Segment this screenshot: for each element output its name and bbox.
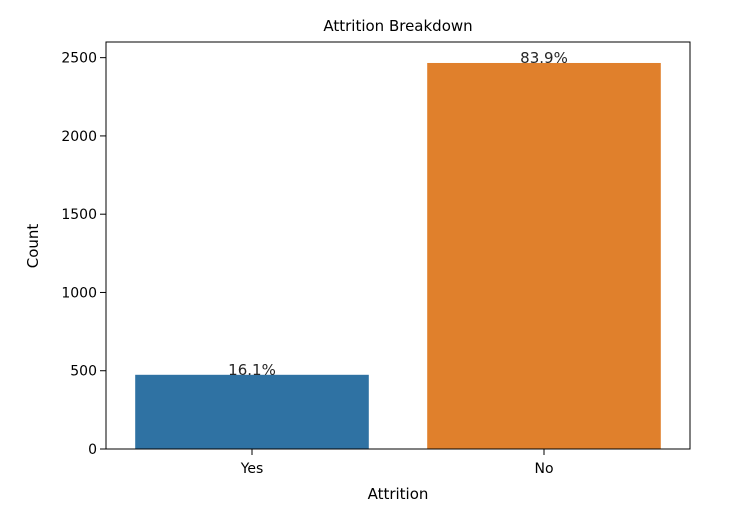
y-tick-label: 1000	[61, 285, 97, 301]
x-axis: Yes No	[240, 449, 554, 477]
y-axis-label: Count	[24, 224, 42, 269]
chart-title: Attrition Breakdown	[323, 17, 472, 35]
data-labels-group: 16.1% 83.9%	[228, 49, 568, 379]
y-tick-label: 0	[88, 442, 97, 458]
x-axis-label: Attrition	[368, 485, 429, 503]
y-tick-label: 500	[70, 364, 97, 380]
y-tick-label: 1500	[61, 207, 97, 223]
x-tick-label-no: No	[534, 461, 553, 477]
bars-group	[135, 62, 661, 449]
y-axis: 0 500 1000 1500 2000 2500	[61, 51, 106, 458]
bar-yes	[135, 374, 369, 449]
data-label-yes: 16.1%	[228, 361, 276, 379]
bar-no	[427, 62, 661, 449]
y-tick-label: 2000	[61, 129, 97, 145]
plot-frame	[105, 41, 691, 450]
x-tick-label-yes: Yes	[240, 461, 264, 477]
y-tick-label: 2500	[61, 51, 97, 67]
data-label-no: 83.9%	[520, 49, 568, 67]
